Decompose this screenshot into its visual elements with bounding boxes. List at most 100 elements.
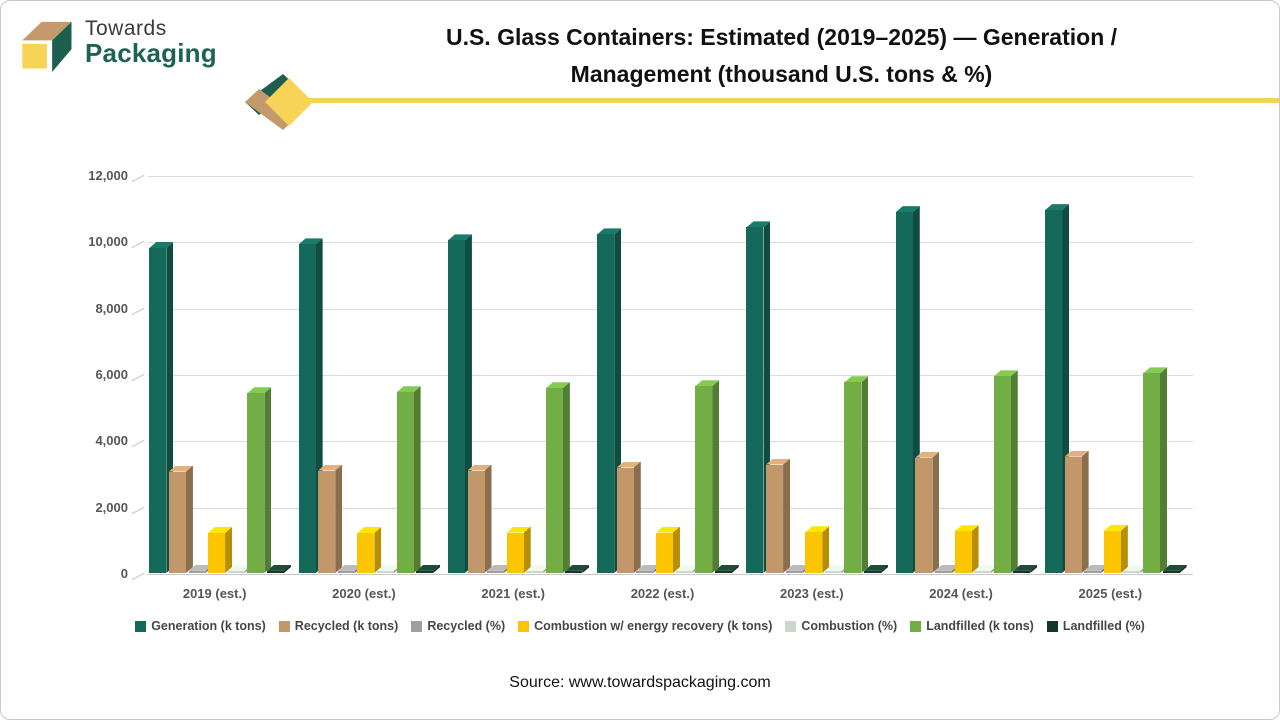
source-note: Source: www.towardspackaging.com [509, 674, 771, 691]
bar-side-face [335, 465, 342, 573]
bar-front-face [526, 570, 544, 573]
legend-swatch [411, 620, 423, 632]
bar-side-face [485, 465, 492, 573]
bar-combustion [675, 571, 693, 573]
bar-side-face [465, 234, 472, 573]
bar-front-face [545, 388, 563, 573]
bar-front-face [695, 386, 713, 573]
bar-top-face [636, 565, 660, 571]
brand-name-bottom: Packaging [85, 38, 217, 69]
legend-swatch [278, 620, 290, 632]
bar-side-face [563, 382, 570, 573]
bar-side-face [1180, 565, 1187, 573]
bar-recycled-k-tons [616, 468, 634, 573]
bar-generation-k-tons [1045, 210, 1062, 573]
bar-front-face [357, 532, 375, 573]
page-title: U.S. Glass Containers: Estimated (2019–2… [306, 19, 1257, 93]
y-axis-label: 2,000 [95, 499, 128, 515]
bar-side-face [186, 466, 193, 573]
bar-front-face [954, 531, 972, 573]
bar-top-face [676, 565, 700, 571]
bar-side-face [374, 527, 381, 573]
gridline [148, 574, 1193, 575]
bar-combustion-w-energy-recovery-k-tons [954, 531, 972, 573]
bar-front-face [227, 570, 245, 573]
bar-front-face [416, 570, 434, 573]
x-axis-label: 2023 (est.) [779, 586, 844, 601]
legend-item: Recycled (%) [411, 619, 505, 633]
bar-recycled-k-tons [467, 471, 485, 573]
divider-chevron-icon [237, 74, 317, 137]
bar-side-face [1030, 565, 1037, 573]
legend-item: Landfilled (k tons) [910, 619, 1034, 633]
bar-recycled [188, 571, 206, 573]
legend-label: Recycled (k tons) [294, 619, 399, 633]
bar-top-face [377, 565, 401, 571]
bar-top-face [844, 376, 868, 382]
legend-label: Landfilled (k tons) [926, 619, 1034, 633]
gridline [148, 242, 1193, 244]
bar-side-face [1082, 451, 1089, 573]
bar-side-face [414, 386, 421, 573]
bar-landfilled-k-tons [396, 392, 414, 573]
bar-side-face [284, 565, 291, 573]
page-title-line1: U.S. Glass Containers: Estimated (2019–2… [445, 24, 1118, 50]
legend-item: Landfilled (%) [1046, 619, 1145, 633]
brand-logo: Towards Packaging [17, 13, 217, 73]
bar-recycled-k-tons [168, 471, 186, 573]
bar-front-face [565, 570, 583, 573]
bar-front-face [396, 392, 414, 573]
bar-front-face [974, 570, 992, 573]
legend-label: Generation (k tons) [151, 619, 266, 633]
bar-front-face [1013, 570, 1031, 573]
bar-combustion-w-energy-recovery-k-tons [805, 532, 822, 573]
bar-front-face [168, 471, 186, 573]
bar-side-face [972, 525, 979, 573]
bar-front-face [506, 532, 524, 573]
y-axis-label: 4,000 [95, 433, 128, 449]
bar-front-face [1123, 570, 1141, 573]
bar-top-face [487, 565, 511, 571]
bar-landfilled [1013, 571, 1030, 573]
bar-top-face [247, 387, 271, 393]
bar-front-face [318, 470, 336, 573]
bar-front-face [1045, 210, 1063, 573]
gridline [148, 176, 1193, 177]
bar-front-face [766, 464, 784, 573]
box-logo-icon [22, 21, 72, 72]
bar-side-face [1062, 204, 1069, 573]
bar-side-face [1011, 370, 1018, 573]
bar-front-face [1162, 570, 1180, 573]
bar-top-face [1013, 565, 1037, 571]
bar-generation-k-tons [298, 244, 316, 573]
gridline [148, 375, 1193, 376]
bar-top-face [825, 565, 849, 571]
bar-top-face [994, 370, 1018, 376]
chart-plot-area: 0 2,000 4,000 6,000 8,000 10,000 12,000 2019 (e… [88, 168, 1193, 601]
bar-top-face [864, 565, 888, 571]
gridline [148, 507, 1193, 509]
bar-side-face [1121, 525, 1128, 573]
bar-combustion-w-energy-recovery-k-tons [655, 533, 673, 573]
bar-combustion [377, 571, 394, 573]
bar-front-face [915, 457, 933, 573]
legend-label: Combustion (%) [801, 619, 898, 633]
bar-top-face [189, 565, 213, 571]
bar-top-face [597, 228, 621, 234]
bar-top-face [507, 527, 531, 533]
bar-combustion [1123, 571, 1140, 573]
bar-top-face [338, 565, 362, 571]
bar-top-face [565, 565, 589, 571]
bar-recycled [636, 571, 653, 573]
bar-front-face [824, 570, 842, 573]
bar-side-face [264, 387, 271, 573]
bar-top-face [468, 465, 492, 471]
bar-recycled [1084, 571, 1101, 573]
bar-top-face [448, 234, 472, 240]
bar-side-face [673, 527, 680, 573]
legend-swatch [135, 620, 147, 632]
bar-top-face [526, 565, 550, 571]
legend-item: Combustion (%) [785, 619, 897, 633]
x-axis-label: 2020 (est.) [332, 586, 396, 601]
bar-combustion [974, 571, 991, 573]
